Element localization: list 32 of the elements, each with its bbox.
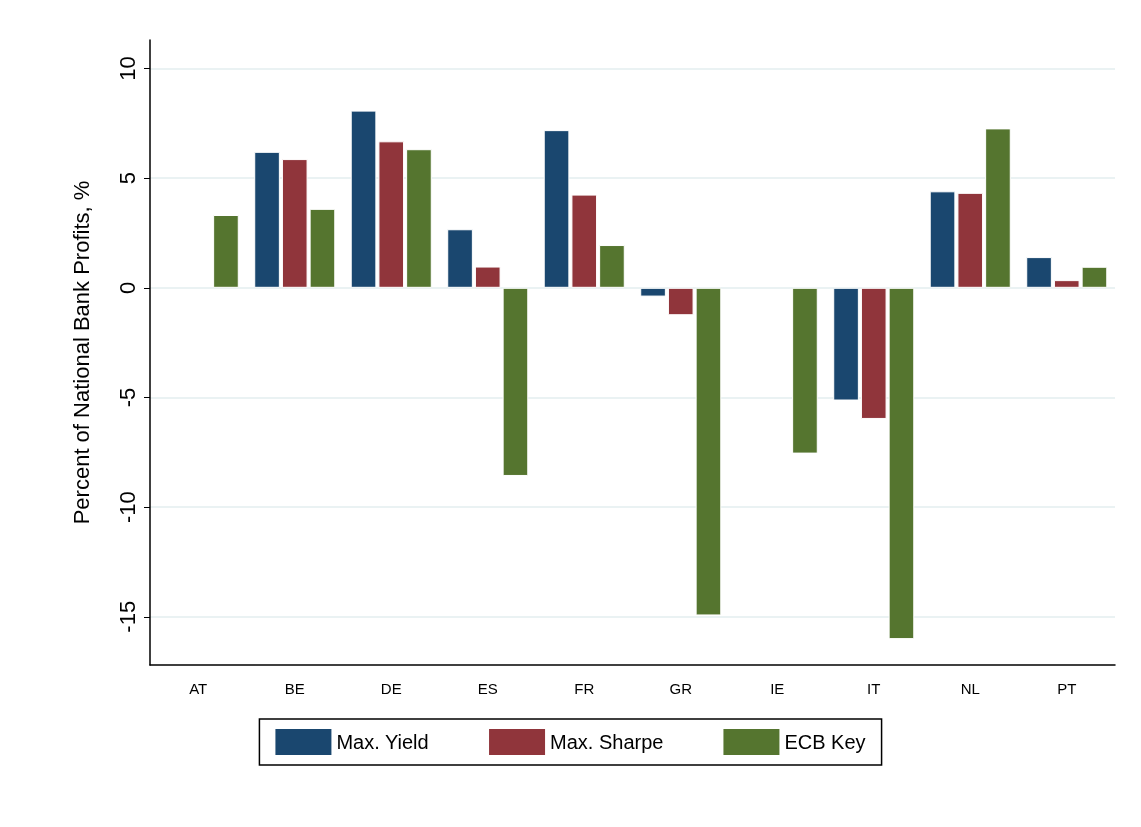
x-tick-label: FR bbox=[574, 680, 595, 697]
x-tick-label: GR bbox=[669, 680, 693, 697]
bar bbox=[1026, 257, 1052, 288]
x-tick-label: DE bbox=[380, 680, 402, 697]
x-tick-label: NL bbox=[960, 680, 980, 697]
bar bbox=[502, 287, 529, 476]
x-tick-label: IT bbox=[867, 680, 881, 697]
x-tick-label: BE bbox=[284, 680, 305, 697]
bar bbox=[985, 128, 1011, 288]
bar bbox=[599, 245, 625, 288]
bar bbox=[213, 215, 239, 288]
y-tick-label: -10 bbox=[114, 491, 140, 523]
y-tick-label: -5 bbox=[114, 387, 140, 408]
bar bbox=[474, 266, 501, 288]
y-tick-label: -15 bbox=[114, 600, 140, 633]
y-tick-label: 10 bbox=[114, 56, 140, 81]
bar bbox=[406, 149, 432, 288]
legend-label: Max. Yield bbox=[336, 731, 429, 753]
bar bbox=[447, 229, 473, 288]
x-tick-label: AT bbox=[189, 680, 208, 697]
x-tick-label: IE bbox=[770, 680, 785, 697]
legend-label: ECB Key bbox=[784, 731, 866, 753]
bar bbox=[254, 151, 280, 288]
y-axis-title: Percent of National Bank Profits, % bbox=[68, 180, 94, 525]
legend-label: Max. Sharpe bbox=[550, 731, 664, 753]
y-tick-label: 0 bbox=[114, 281, 140, 294]
y-tick-label: 5 bbox=[114, 172, 140, 185]
x-tick-label: ES bbox=[477, 680, 498, 697]
bar bbox=[640, 287, 666, 297]
bar bbox=[833, 287, 859, 401]
x-tick-label: PT bbox=[1057, 680, 1077, 697]
bar bbox=[792, 287, 818, 454]
